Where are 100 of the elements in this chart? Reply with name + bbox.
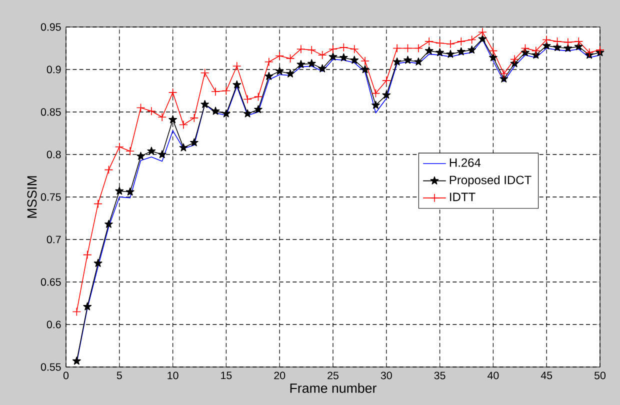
point (499, 69, 508, 78)
point (232, 62, 242, 71)
point (275, 52, 284, 60)
y-tick-label: 0.55 (40, 363, 61, 371)
point (339, 43, 348, 52)
point (424, 46, 434, 54)
point (424, 37, 434, 46)
point (126, 146, 134, 156)
point (254, 105, 262, 114)
y-tick-label: 0.8 (46, 150, 61, 158)
point (147, 146, 156, 155)
y-tick-label: 0.9 (46, 66, 61, 74)
point (584, 48, 594, 57)
point (520, 44, 530, 53)
point (446, 40, 455, 48)
point (115, 186, 124, 195)
x-tick-label: 10 (168, 372, 178, 380)
point (115, 142, 124, 152)
point (179, 143, 188, 152)
x-axis-title: Frame number (290, 383, 376, 393)
point (264, 72, 274, 80)
point (488, 46, 498, 56)
point (158, 112, 167, 122)
point (350, 44, 359, 54)
point (403, 44, 412, 53)
point (179, 120, 188, 130)
point (574, 37, 584, 46)
point (190, 138, 198, 146)
point (307, 46, 316, 54)
point (222, 109, 230, 118)
point (371, 88, 380, 98)
point (564, 38, 572, 47)
point (190, 114, 199, 122)
point (414, 57, 423, 66)
point (414, 44, 423, 53)
x-tick-label: 40 (488, 372, 499, 380)
legend-label: Proposed IDCT (450, 175, 532, 187)
x-tick-label: 50 (594, 372, 606, 380)
point (82, 250, 92, 260)
point (296, 44, 306, 54)
point (382, 90, 391, 99)
point (510, 54, 519, 64)
point (307, 59, 316, 68)
y-tick-label: 0.7 (46, 236, 61, 244)
point (200, 68, 210, 78)
x-tick-label: 0 (63, 372, 69, 380)
point (436, 48, 444, 56)
x-tick-label: 35 (434, 372, 446, 380)
point (478, 28, 487, 37)
point (94, 258, 102, 267)
y-tick-label: 0.85 (40, 108, 61, 116)
point (488, 53, 498, 62)
point (328, 52, 338, 60)
point (222, 86, 231, 96)
point (542, 41, 551, 50)
x-tick-label: 25 (328, 372, 338, 380)
point (542, 35, 551, 44)
point (136, 103, 146, 112)
point (200, 100, 210, 108)
point (286, 54, 295, 63)
point (232, 80, 242, 88)
point (552, 37, 562, 46)
y-axis-title: MSSIM (27, 176, 37, 218)
point (72, 307, 82, 316)
legend-label: IDTT (450, 192, 476, 202)
point (360, 56, 370, 66)
point (94, 199, 102, 208)
point (168, 115, 178, 124)
point (596, 46, 604, 54)
point (446, 50, 455, 58)
point (318, 64, 327, 72)
point (211, 87, 220, 96)
x-tick-label: 30 (380, 372, 392, 380)
point (158, 150, 166, 158)
point (456, 47, 466, 56)
point (243, 94, 252, 104)
point (350, 56, 359, 64)
point (168, 88, 178, 97)
y-tick-label: 0.75 (40, 193, 61, 201)
point (382, 76, 391, 85)
x-tick-label: 45 (540, 372, 552, 380)
point (264, 57, 274, 66)
x-tick-label: 15 (221, 372, 232, 380)
x-tick-label: 20 (274, 372, 286, 380)
point (532, 46, 540, 56)
point (339, 53, 348, 62)
point (478, 34, 487, 43)
point (296, 60, 306, 68)
point (147, 106, 156, 116)
y-tick-label: 0.6 (46, 320, 61, 328)
point (211, 106, 220, 115)
point (104, 220, 113, 228)
point (360, 65, 370, 74)
point (72, 356, 81, 365)
y-tick-label: 0.95 (40, 23, 61, 31)
point (254, 92, 263, 102)
point (83, 302, 92, 310)
point (467, 35, 476, 44)
point (372, 100, 380, 109)
point (392, 57, 402, 66)
